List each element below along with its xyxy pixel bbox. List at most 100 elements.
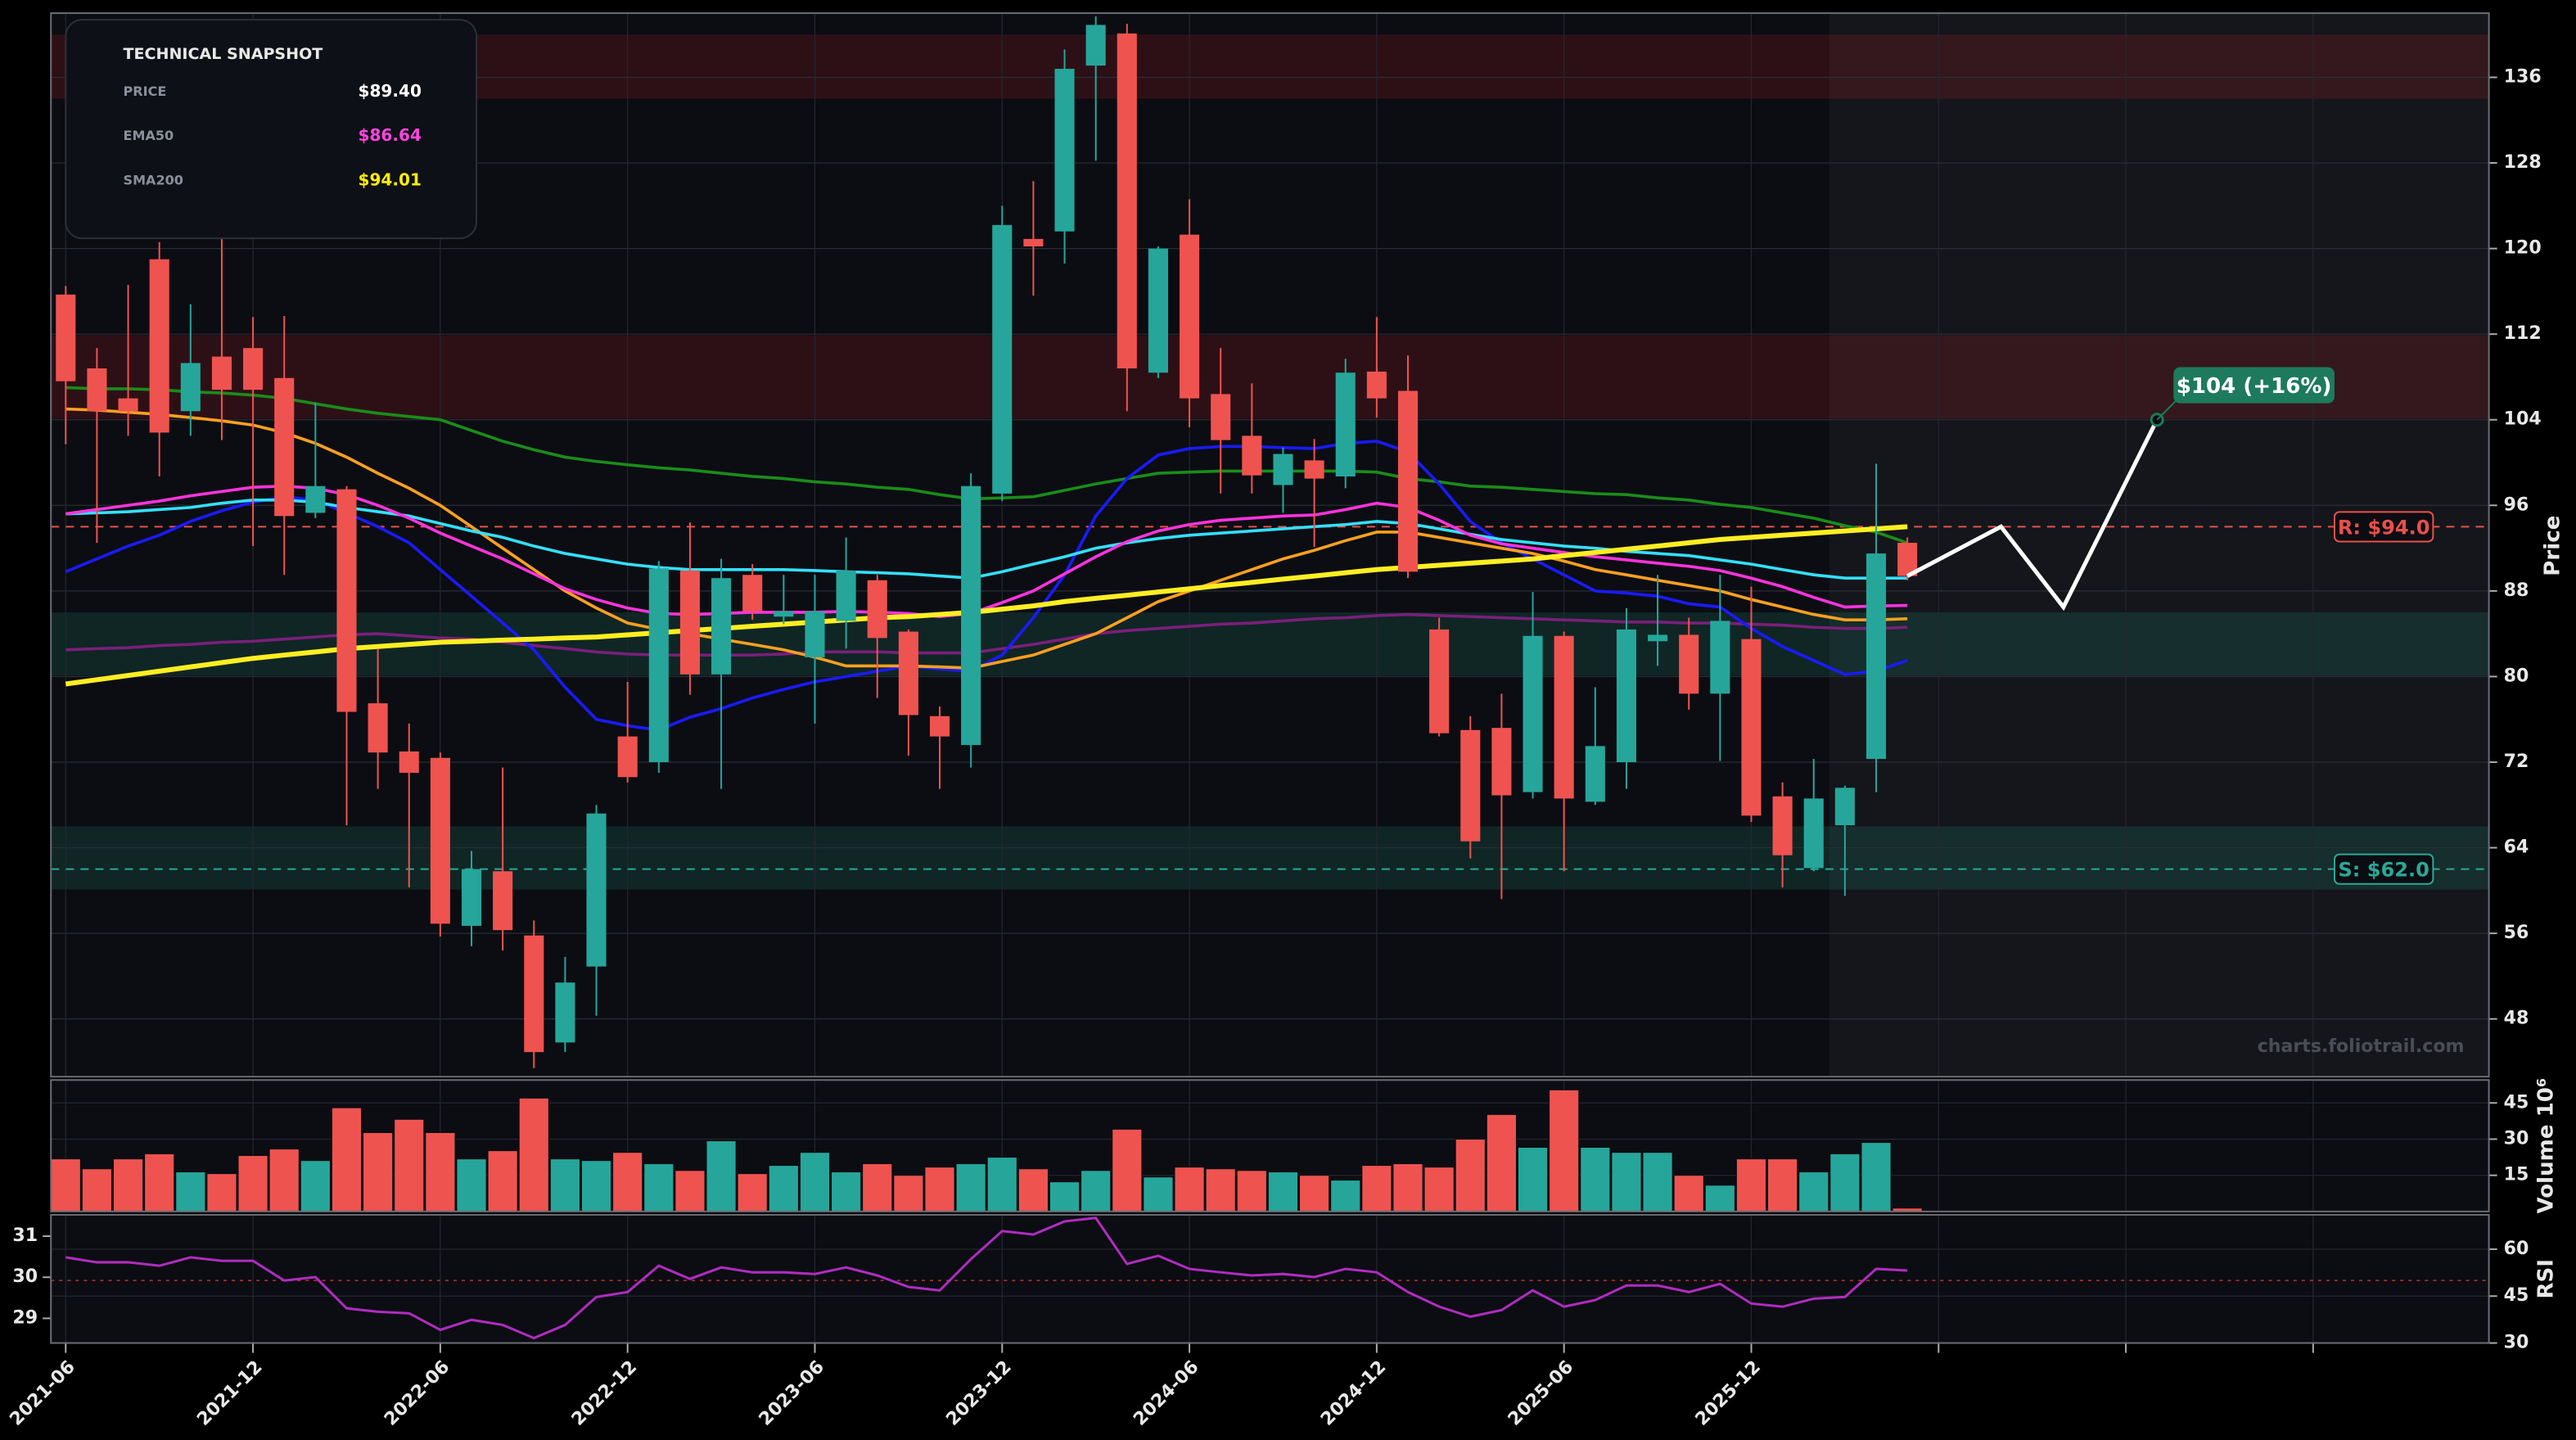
volume-bar bbox=[1580, 1146, 1611, 1212]
x-tick-label: 2021-12 bbox=[193, 1356, 266, 1429]
y-axis-label: Price bbox=[2540, 516, 2565, 576]
volume-bar bbox=[1549, 1089, 1580, 1212]
x-tick-label: 2022-12 bbox=[568, 1356, 641, 1429]
snapshot-value: $94.01 bbox=[359, 169, 422, 189]
candle-body bbox=[1180, 234, 1200, 399]
snapshot-title: TECHNICAL SNAPSHOT bbox=[124, 45, 323, 63]
candle-body bbox=[1834, 788, 1855, 826]
candle-body bbox=[617, 736, 638, 778]
x-tick-label: 2024-06 bbox=[1130, 1356, 1202, 1429]
volume-bar bbox=[1861, 1142, 1892, 1212]
volume-bar bbox=[643, 1163, 674, 1212]
forecast-line bbox=[1906, 418, 2159, 612]
x-tick-label: 2023-12 bbox=[942, 1356, 1015, 1429]
volume-bar bbox=[1735, 1158, 1767, 1212]
panel-frame bbox=[50, 1213, 2490, 1344]
candle-body bbox=[1242, 436, 1262, 476]
candle-body bbox=[1273, 454, 1293, 485]
volume-bar bbox=[206, 1173, 237, 1212]
volume-bar bbox=[487, 1150, 518, 1212]
y-tick-label: 128 bbox=[2504, 152, 2542, 173]
panel-frame bbox=[50, 12, 2490, 1078]
indicator-line bbox=[65, 499, 1908, 580]
candle-body bbox=[1397, 390, 1419, 572]
volume-bar bbox=[1299, 1175, 1330, 1212]
candle-body bbox=[1304, 460, 1324, 479]
volume-bar bbox=[237, 1155, 268, 1212]
volume-bar bbox=[799, 1152, 831, 1212]
y-axis-label: RSI bbox=[2533, 1259, 2558, 1299]
candle-body bbox=[211, 356, 232, 390]
y-tick-label: 29 bbox=[12, 1307, 38, 1328]
x-tick-label: 2023-06 bbox=[756, 1356, 828, 1429]
candle-body bbox=[1054, 69, 1075, 232]
indicator-line bbox=[65, 407, 1908, 670]
candle-body bbox=[1741, 639, 1762, 816]
volume-bar bbox=[612, 1152, 643, 1212]
candle-body bbox=[1803, 798, 1824, 869]
candle-body bbox=[774, 611, 794, 617]
zone bbox=[51, 826, 2489, 890]
y-tick-label: 72 bbox=[2504, 752, 2529, 772]
volume-bar bbox=[706, 1140, 737, 1212]
volume-bar bbox=[674, 1170, 706, 1212]
volume-bar bbox=[456, 1158, 487, 1212]
forecast-pointer bbox=[2156, 399, 2178, 421]
volume-bar bbox=[331, 1107, 363, 1212]
y-tick-label: 56 bbox=[2504, 923, 2529, 943]
candle-body bbox=[805, 611, 825, 657]
y-tick-label: 120 bbox=[2504, 238, 2542, 259]
snapshot-value: $89.40 bbox=[359, 81, 422, 101]
volume-bar bbox=[518, 1097, 549, 1212]
indicator-line bbox=[65, 484, 1908, 619]
volume-bar bbox=[1611, 1152, 1642, 1212]
forecast-label: $104 (+16%) bbox=[2177, 374, 2332, 399]
candle-body bbox=[898, 631, 918, 715]
volume-bar bbox=[831, 1171, 862, 1212]
x-tick-label: 2025-06 bbox=[1505, 1356, 1577, 1429]
candle-body bbox=[742, 575, 763, 612]
forecast-label-box bbox=[2173, 367, 2335, 404]
snapshot-box bbox=[65, 19, 478, 240]
volume-bar bbox=[1049, 1181, 1080, 1212]
y-axis-label: Volume 10⁶ bbox=[2533, 1078, 2558, 1214]
candle-body bbox=[1772, 796, 1793, 855]
volume-bar bbox=[144, 1153, 175, 1212]
volume-bar bbox=[300, 1160, 331, 1212]
x-tick-label: 2025-12 bbox=[1692, 1356, 1765, 1429]
candle-body bbox=[1117, 33, 1137, 368]
candle-body bbox=[243, 348, 264, 390]
volume-bar bbox=[394, 1118, 425, 1212]
candle-body bbox=[1491, 728, 1512, 796]
snapshot-panel: TECHNICAL SNAPSHOT PRICE $89.40 EMA50 $86.64… bbox=[65, 19, 478, 240]
volume-bar bbox=[955, 1163, 986, 1212]
candle-body bbox=[679, 571, 700, 675]
volume-bar bbox=[893, 1175, 924, 1212]
candle-body bbox=[1554, 635, 1574, 799]
volume-bar bbox=[1517, 1146, 1549, 1212]
candle-body bbox=[929, 715, 950, 737]
candle-body bbox=[56, 294, 76, 381]
level-label: S: $62.0 bbox=[2338, 859, 2429, 882]
y-tick-label: 112 bbox=[2504, 323, 2542, 344]
rsi-line bbox=[65, 1217, 1908, 1340]
candle-body bbox=[1648, 634, 1668, 642]
snapshot-label: SMA200 bbox=[124, 172, 183, 187]
volume-bar bbox=[1829, 1153, 1861, 1212]
volume-bar bbox=[1392, 1163, 1423, 1212]
candle-body bbox=[586, 813, 607, 967]
candle-body bbox=[1523, 635, 1543, 792]
y-tick-label: 30 bbox=[12, 1266, 38, 1287]
panel-frame bbox=[50, 1079, 2490, 1212]
volume-bar bbox=[1642, 1152, 1673, 1212]
snapshot-label: EMA50 bbox=[124, 128, 174, 143]
volume-bar bbox=[50, 1158, 81, 1212]
volume-bar bbox=[175, 1171, 206, 1212]
volume-bar bbox=[1361, 1165, 1392, 1212]
y2-tick-label: 45 bbox=[2504, 1285, 2529, 1306]
volume-bar bbox=[1017, 1168, 1049, 1212]
y-tick-label: 64 bbox=[2504, 837, 2529, 858]
candle-body bbox=[1335, 372, 1356, 477]
volume-bar bbox=[1798, 1171, 1829, 1212]
